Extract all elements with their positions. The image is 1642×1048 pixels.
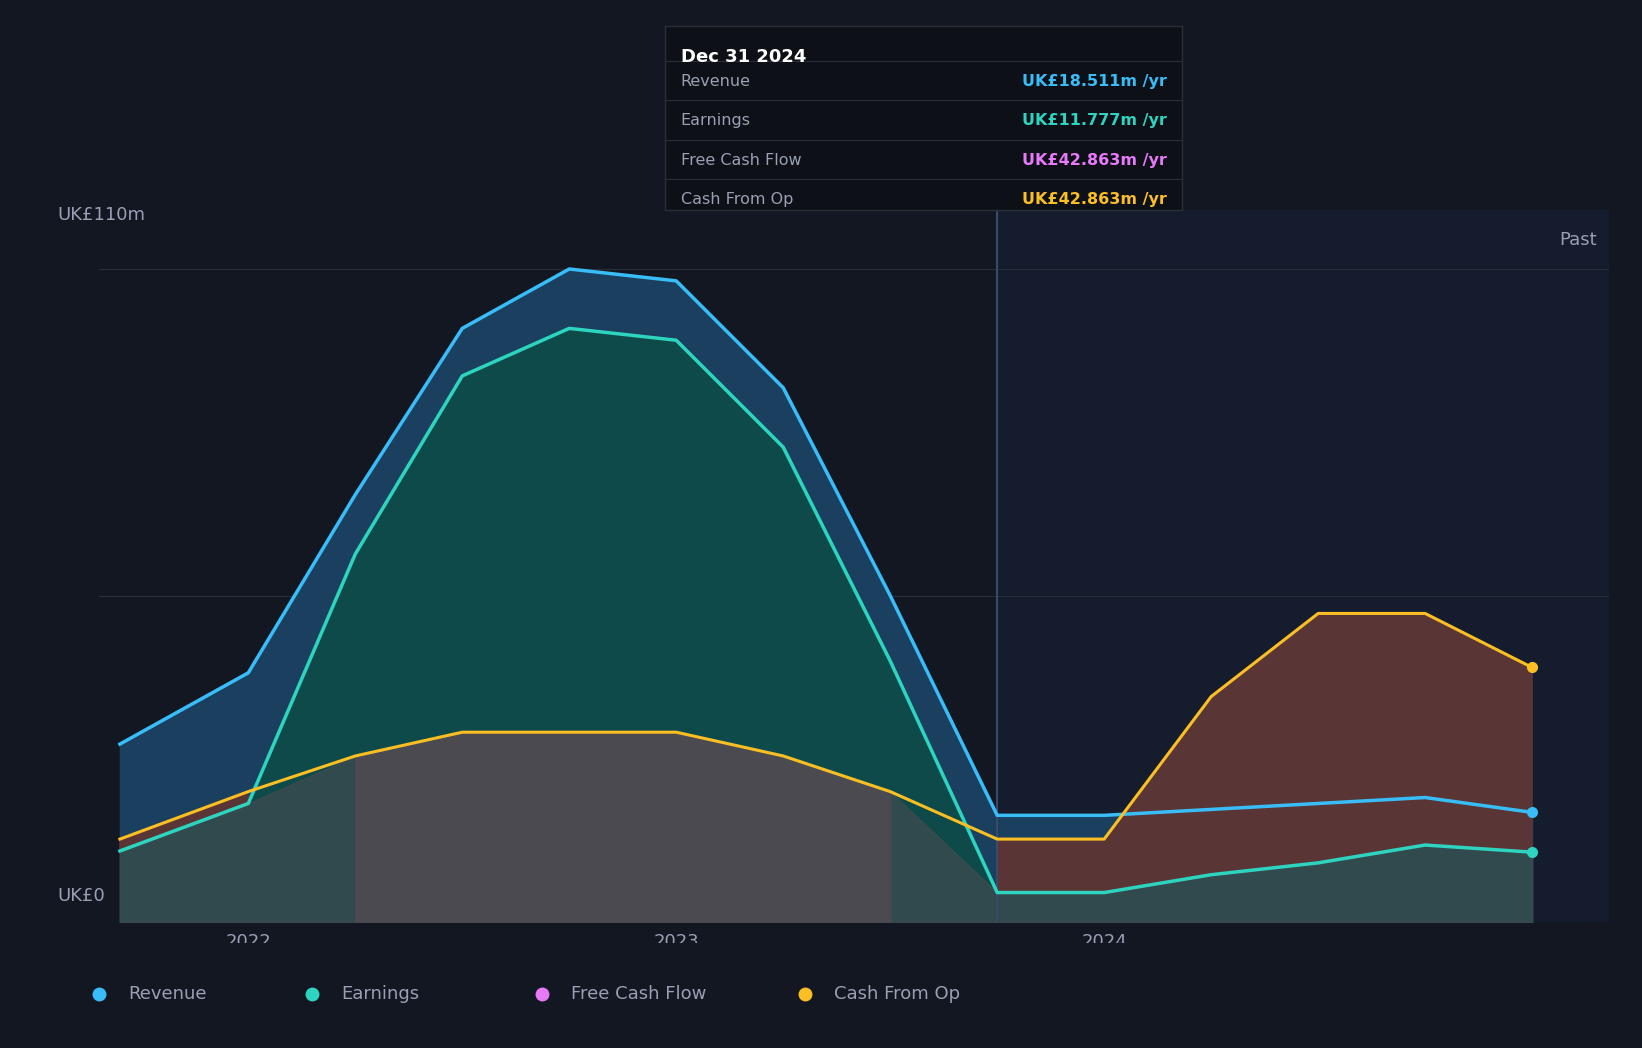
Text: Revenue: Revenue [680,73,750,89]
Text: UK£110m: UK£110m [57,205,146,224]
Text: UK£0: UK£0 [57,887,105,905]
Text: Earnings: Earnings [342,984,420,1003]
Text: UK£18.511m /yr: UK£18.511m /yr [1021,73,1167,89]
Text: UK£11.777m /yr: UK£11.777m /yr [1021,113,1167,128]
Text: Free Cash Flow: Free Cash Flow [571,984,706,1003]
Text: Free Cash Flow: Free Cash Flow [680,153,801,168]
Text: Earnings: Earnings [680,113,750,128]
Text: UK£42.863m /yr: UK£42.863m /yr [1021,153,1167,168]
Text: Revenue: Revenue [128,984,207,1003]
Text: Dec 31 2024: Dec 31 2024 [680,48,806,66]
Text: Past: Past [1560,231,1598,249]
Bar [997,210,1642,922]
Text: Cash From Op: Cash From Op [834,984,961,1003]
Text: UK£42.863m /yr: UK£42.863m /yr [1021,192,1167,208]
Text: Cash From Op: Cash From Op [680,192,793,208]
